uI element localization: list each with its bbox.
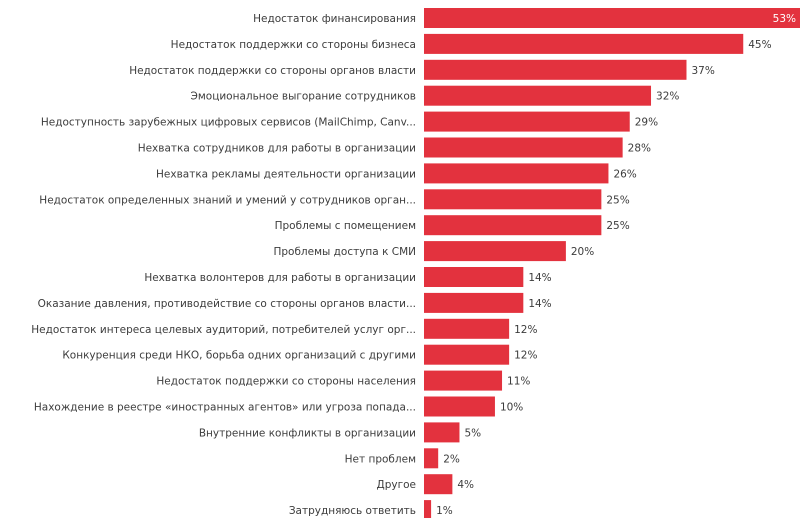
bar [424,474,453,495]
category-label: Недостаток поддержки со стороны органов … [129,65,416,77]
bar [424,292,524,313]
value-label: 14% [528,272,551,284]
category-label: Эмоциональное выгорание сотрудников [191,91,416,103]
category-label: Внутренние конфликты в организации [199,427,416,439]
category-label: Нехватка волонтеров для работы в организ… [144,272,416,284]
value-label: 25% [606,220,629,232]
value-label: 12% [514,324,537,336]
value-label: 26% [613,168,636,180]
value-label: 2% [443,453,460,465]
value-label: 5% [464,427,481,439]
bar [424,215,602,236]
value-labels: 53% 45% 37% 32% 29% 28% 26% 25% 25% 20% 14% 14% 12% 1… [436,13,796,517]
value-label: 14% [528,298,551,310]
category-label: Недостаток поддержки со стороны бизнеса [171,39,416,51]
category-label: Нахождение в реестре «иностранных агенто… [34,402,416,414]
category-label: Другое [377,479,416,491]
category-label: Недостаток определенных знаний и умений … [39,194,416,206]
category-label: Проблемы доступа к СМИ [273,246,416,258]
bar [424,500,432,518]
value-label: 28% [628,143,651,155]
value-label: 37% [691,65,714,77]
value-label: 45% [748,39,771,51]
bars [424,8,800,518]
bar [424,344,510,365]
value-label: 10% [500,402,523,414]
category-label: Нехватка рекламы деятельности организаци… [156,168,416,180]
category-labels: Недостаток финансирования Недостаток подд… [31,13,416,517]
category-label: Нехватка сотрудников для работы в органи… [138,143,416,155]
category-label: Проблемы с помещением [275,220,416,232]
value-label: 1% [436,505,453,517]
category-label: Недоступность зарубежных цифровых сервис… [41,117,416,129]
value-label: 53% [773,13,796,25]
value-label: 20% [571,246,594,258]
bar [424,8,800,28]
category-label: Недостаток интереса целевых аудиторий, п… [31,324,416,336]
value-label: 11% [507,376,530,388]
value-label: 12% [514,350,537,362]
bar [424,111,630,132]
bar [424,448,439,469]
category-label: Недостаток поддержки со стороны населени… [156,376,416,388]
bar [424,241,566,262]
bar [424,267,524,287]
category-label: Конкуренция среди НКО, борьба одних орга… [62,350,416,362]
bar [424,163,609,184]
bar [424,137,623,158]
category-label: Затрудняюсь ответить [289,505,416,517]
category-label: Недостаток финансирования [253,13,416,25]
value-label: 4% [457,479,474,491]
value-label: 25% [606,194,629,206]
bar [424,189,602,210]
bar [424,59,687,80]
bar [424,85,652,106]
bar [424,370,503,391]
bar [424,318,510,339]
bar [424,422,460,443]
category-label: Нет проблем [345,453,416,465]
value-label: 29% [635,117,658,129]
value-label: 32% [656,91,679,103]
bar [424,33,744,54]
bar [424,396,495,417]
category-label: Оказание давления, противодействие со ст… [38,298,416,310]
